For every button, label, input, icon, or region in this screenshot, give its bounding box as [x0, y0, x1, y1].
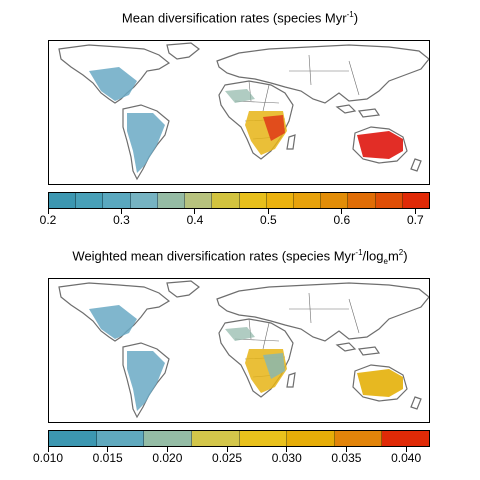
legend-color-step [382, 431, 429, 446]
legend-tick-label: 0.020 [152, 451, 183, 465]
australia-fill [357, 369, 403, 397]
color-legend-bar [48, 192, 430, 209]
legend-color-step [266, 193, 294, 208]
madagascar-landmass [286, 134, 296, 150]
legend-tick-mark [286, 447, 288, 452]
legend-color-step [191, 431, 240, 446]
legend-color-step [239, 431, 288, 446]
legend-color-step [375, 193, 403, 208]
world-map [48, 40, 430, 185]
legend-tick-mark [345, 447, 347, 452]
legend-color-step [334, 431, 383, 446]
legend-tick-mark [226, 447, 228, 452]
greenland-landmass [166, 280, 200, 298]
legend-color-step [49, 193, 77, 208]
legend-color-step [144, 431, 192, 446]
panel-title: Mean diversification rates (species Myr-… [121, 10, 359, 26]
legend-color-step [49, 431, 97, 446]
legend-tick-mark [47, 447, 49, 452]
legend-color-step [103, 193, 131, 208]
legend-tick-label: 0.3 [113, 213, 130, 227]
legend-color-step [348, 193, 376, 208]
legend-color-step [212, 193, 240, 208]
panel-title: Weighted mean diversification rates (spe… [72, 248, 408, 266]
legend-tick-label: 0.015 [92, 451, 123, 465]
legend-color-step [96, 431, 145, 446]
legend-tick-mark [405, 447, 407, 452]
americas-north-fill [89, 305, 137, 339]
madagascar-landmass [286, 372, 296, 388]
legend-tick-mark [107, 447, 109, 452]
americas-south-fill [127, 351, 165, 411]
legend-tick-mark [120, 209, 122, 214]
legend-color-step [130, 193, 158, 208]
legend-tick-label: 0.025 [212, 451, 243, 465]
legend-tick-mark [414, 209, 416, 214]
legend-tick-label: 0.4 [186, 213, 204, 227]
mediterranean-fill [225, 327, 255, 341]
world-map [48, 278, 430, 423]
americas-south-fill [127, 113, 165, 173]
new-zealand-landmass [410, 158, 422, 172]
color-legend-bar [48, 430, 430, 447]
africa-east-fill [263, 115, 285, 141]
legend-tick-label: 0.2 [39, 213, 57, 227]
panel-weighted-rates: Weighted mean diversification rates (spe… [0, 240, 480, 480]
legend-color-step [287, 431, 335, 446]
legend-tick-mark [194, 209, 196, 214]
legend-tick-label: 0.6 [333, 213, 351, 227]
legend-color-step [402, 193, 430, 208]
legend-tick-label: 0.035 [331, 451, 362, 465]
new-zealand-landmass [410, 396, 422, 410]
legend-tick-mark [166, 447, 168, 452]
legend-tick-label: 0.010 [32, 451, 64, 465]
legend-tick-mark [341, 209, 343, 214]
legend-tick-label: 0.030 [271, 451, 302, 465]
legend-color-step [293, 193, 322, 208]
americas-north-fill [89, 67, 137, 101]
indonesia-islands [335, 104, 381, 118]
legend-color-step [76, 193, 104, 208]
legend-tick-label: 0.040 [391, 451, 422, 465]
legend-color-step [157, 193, 186, 208]
legend-color-step [185, 193, 213, 208]
mediterranean-fill [225, 89, 255, 103]
legend-tick-label: 0.5 [260, 213, 277, 227]
legend-tick-mark [47, 209, 49, 214]
eurasia-landmass [216, 44, 429, 104]
legend-tick-mark [267, 209, 269, 214]
legend-tick-label: 0.7 [406, 213, 424, 227]
indonesia-islands [335, 342, 381, 356]
legend-color-step [239, 193, 267, 208]
greenland-landmass [166, 42, 200, 60]
australia-fill [357, 131, 403, 159]
eurasia-landmass [216, 282, 429, 342]
africa-east-fill [263, 353, 285, 379]
panel-mean-rates: Mean diversification rates (species Myr-… [39, 10, 430, 227]
legend-color-step [321, 193, 349, 208]
